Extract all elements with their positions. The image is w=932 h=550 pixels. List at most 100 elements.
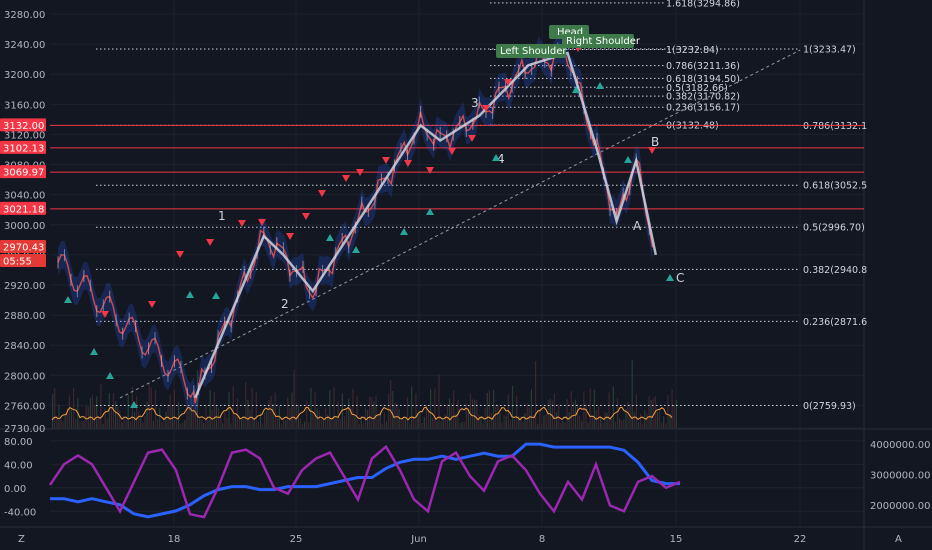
sell-signal-icon [302,213,310,220]
volume-bar [234,415,236,428]
volume-bar [406,397,409,428]
volume-bar [75,419,77,428]
volume-bar [493,390,495,428]
volume-bar [419,412,421,428]
pattern-tag-head-text: Head [557,27,583,38]
volume-bar [308,422,310,428]
auto-scale-button: A [895,534,902,545]
volume-bar [64,413,66,428]
volume-bar [196,370,199,428]
volume-bar [520,416,522,428]
wave-label: 2 [281,297,289,311]
volume-bar [444,414,446,428]
volume-bar [173,389,175,428]
volume-bar [530,389,532,428]
volume-bar [249,409,251,428]
price-tick-label: 2800.00 [4,371,45,382]
volume-bar [535,360,537,428]
volume-bar [230,423,232,428]
volume-bar [142,422,144,428]
volume-bar [463,422,465,428]
volume-bar [226,417,228,428]
buy-signal-icon [106,372,114,379]
volume-bar [283,417,285,428]
indicator-right-tick-label: 4000000.00 [870,440,930,451]
volume-bar [125,420,127,428]
volume-bar [121,422,123,428]
volume-bar [205,404,207,428]
momentum-line [48,444,681,519]
volume-bar [117,406,119,428]
volume-bar [337,401,339,428]
volume-bar [360,417,362,428]
volume-bar [184,420,186,428]
volume-bar [255,392,257,428]
price-level-tag-text: 3102.13 [3,143,44,154]
wave-label: A [633,219,642,233]
pattern-tag-right-shoulder [562,34,634,48]
price-tick-label: 2920.00 [4,281,45,292]
volume-bar [514,418,516,428]
price-tick-label: 3000.00 [4,221,45,232]
indicator-right-tick-label: 2000000.00 [870,501,930,512]
volume-bar [671,389,673,428]
volume-bar [224,411,226,428]
volume-bar [421,422,423,428]
volume-bar [108,392,110,428]
volume-bar [501,422,503,428]
sell-signal-icon [286,233,294,240]
volume-bar [257,421,259,428]
volume-bar [446,404,448,428]
buy-signal-icon [352,246,360,253]
sell-signal-icon [101,311,109,318]
volume-bar [488,390,490,428]
price-level-tag-text: 3132.00 [3,121,44,132]
sell-signal-icon [258,219,266,226]
wave-label: B [651,135,659,149]
volume-bar [129,421,131,428]
volume-bar [94,404,96,428]
volume-bar [604,411,606,428]
volume-bar [579,415,581,428]
volume-bar [115,401,117,428]
volume-bar [614,421,616,428]
time-tick-label: 8 [539,534,545,545]
volume-bar [341,393,343,428]
fib-ext-label: 0.618(3052.5 [803,181,867,192]
elliott-wave-line [194,51,658,399]
volume-bar [442,419,444,428]
volume-bar [85,406,87,428]
fib-level-label: 0.618(3194.50) [666,74,740,85]
volume-bar [669,413,671,428]
volume-bar [539,409,541,428]
volume-bar [165,411,167,428]
price-tick-label: 2760.00 [4,401,45,412]
volume-bar [207,420,209,428]
volume-bar [81,420,83,428]
volume-bar [241,419,243,428]
volume-bar [272,403,274,428]
volume-bar [385,421,388,428]
volume-bar [608,392,610,428]
volume-bar [503,415,505,428]
fib-level-label: 0.382(3170.82) [666,92,740,103]
buy-signal-icon [624,156,632,163]
price-tick-label: 3160.00 [4,100,45,111]
price-line [57,47,654,404]
volume-bar [318,410,320,428]
volume-bar [526,403,528,428]
volume-bar [358,423,360,428]
volume-bar [96,396,98,428]
volume-bar [572,401,574,428]
volume-bar [377,414,379,428]
indicator-tick-label: 0.00 [4,484,26,495]
price-level-tag [0,165,46,179]
volume-bar [509,420,511,428]
volume-bar [425,405,427,428]
fib-level-label: 1(3232.84) [666,45,719,56]
volume-bar [516,395,518,428]
volume-bar [232,386,234,428]
volume-bar [474,400,476,428]
